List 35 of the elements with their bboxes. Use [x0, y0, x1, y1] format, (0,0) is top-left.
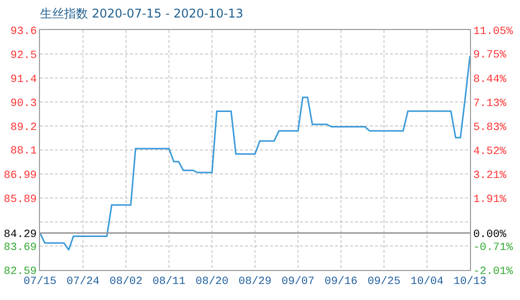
- y2-tick-label: -2.01%: [473, 266, 514, 278]
- x-tick-label: 08/02: [109, 276, 143, 288]
- y2-tick-label: 3.21%: [473, 170, 507, 182]
- y2-tick-label: 8.44%: [473, 74, 507, 86]
- y2-tick-label: 0.00%: [473, 228, 507, 241]
- y2-tick-label: 4.52%: [473, 146, 507, 158]
- y2-tick-label: 11.05%: [473, 26, 514, 38]
- x-tick-label: 08/11: [152, 276, 186, 288]
- y-tick-label: 86.99: [4, 170, 37, 182]
- x-tick-label: 08/29: [238, 276, 272, 288]
- y-tick-label: 83.69: [4, 242, 37, 254]
- y-tick-label: 91.4: [10, 74, 38, 86]
- y2-tick-label: 7.13%: [473, 98, 507, 110]
- y-tick-label: 90.3: [10, 98, 37, 110]
- y2-tick-label: 9.75%: [473, 50, 507, 62]
- y-tick-label: 92.5: [10, 50, 37, 62]
- y-tick-label: 84.29: [4, 228, 37, 241]
- y-tick-label: 82.59: [4, 266, 37, 278]
- y-tick-label: 85.89: [4, 194, 37, 206]
- chart-title: 生丝指数 2020-07-15 - 2020-10-13: [40, 6, 244, 20]
- y-tick-label: 93.6: [10, 26, 37, 38]
- y-tick-label: 89.2: [10, 122, 37, 134]
- y2-tick-label: -0.71%: [473, 242, 514, 254]
- x-tick-label: 09/16: [324, 276, 358, 288]
- x-tick-label: 10/13: [453, 276, 487, 288]
- y-tick-label: 88.1: [10, 146, 38, 158]
- x-tick-label: 09/25: [367, 276, 401, 288]
- x-tick-label: 07/15: [23, 276, 57, 288]
- x-tick-label: 08/20: [195, 276, 229, 288]
- x-tick-label: 07/24: [66, 276, 100, 288]
- y2-tick-label: 5.83%: [473, 122, 507, 134]
- line-series: [40, 55, 470, 251]
- x-tick-label: 10/04: [410, 276, 444, 288]
- x-tick-label: 09/07: [281, 276, 315, 288]
- y2-tick-label: 1.91%: [473, 194, 507, 206]
